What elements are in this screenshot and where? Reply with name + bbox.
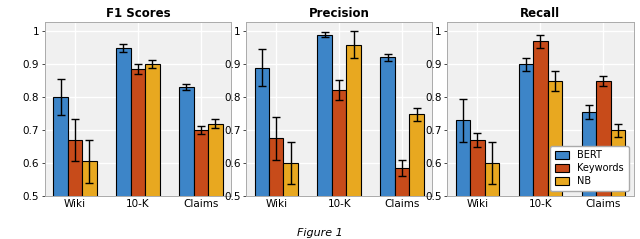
Bar — [410, 114, 424, 239]
Bar — [208, 124, 223, 239]
Bar — [145, 64, 160, 239]
Title: F1 Scores: F1 Scores — [106, 7, 170, 20]
Bar — [380, 57, 395, 239]
Bar — [346, 44, 361, 239]
Bar — [518, 64, 533, 239]
Bar — [269, 138, 284, 239]
Bar — [456, 120, 470, 239]
Bar — [53, 97, 68, 239]
Bar — [317, 35, 332, 239]
Bar — [82, 161, 97, 239]
Bar — [470, 140, 484, 239]
Bar — [255, 68, 269, 239]
Bar — [596, 81, 611, 239]
Text: Figure 1: Figure 1 — [297, 228, 343, 238]
Bar — [548, 81, 562, 239]
Bar — [68, 140, 82, 239]
Bar — [332, 90, 346, 239]
Legend: BERT, Keywords, NB: BERT, Keywords, NB — [550, 146, 628, 191]
Bar — [116, 48, 131, 239]
Bar — [533, 41, 548, 239]
Bar — [484, 163, 499, 239]
Bar — [284, 163, 298, 239]
Bar — [611, 130, 625, 239]
Bar — [194, 130, 208, 239]
Bar — [179, 87, 194, 239]
Title: Precision: Precision — [308, 7, 370, 20]
Bar — [131, 69, 145, 239]
Bar — [395, 168, 410, 239]
Bar — [582, 112, 596, 239]
Title: Recall: Recall — [520, 7, 561, 20]
